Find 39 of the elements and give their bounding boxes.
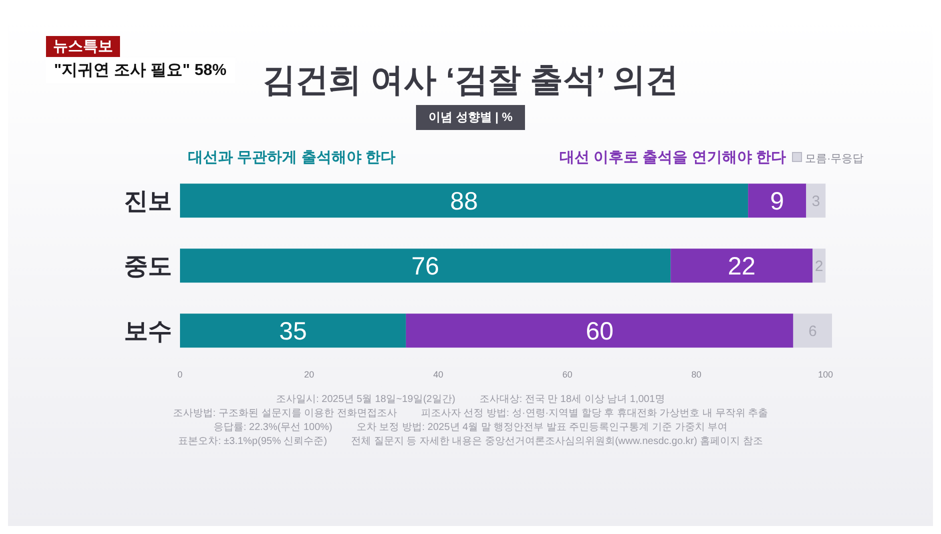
data-label: 22 xyxy=(728,252,756,280)
bar xyxy=(180,184,748,218)
text: 피조사자 선정 방법: 성·연령·지역별 할당 후 휴대전화 가상번호 내 무작위 추출 xyxy=(420,408,768,419)
legend-label: 모름·무응답 xyxy=(804,152,864,166)
series-label: 대선과 무관하게 출석해야 한다 xyxy=(188,148,396,167)
series-label: 대선 이후로 출석을 연기해야 한다 xyxy=(559,148,786,167)
x-tick-label: 20 xyxy=(304,369,314,380)
text: 조사방법: 구조화된 설문지를 이용한 전화면접조사 xyxy=(172,408,397,419)
text: 뉴스특보 xyxy=(46,36,120,57)
chart-subtitle: 이념 성향별 | % xyxy=(416,105,525,130)
text: 표본오차: ±3.1%p(95% 신뢰수준) xyxy=(178,436,328,447)
bar xyxy=(670,248,813,283)
y-tick-label: 보수 xyxy=(124,318,172,346)
text: 전체 질문지 등 자세한 내용은 중앙선거여론조사심의위원회(www.nesdc.go.kr) 홈페이지 참조 xyxy=(351,436,763,447)
y-tick-label: 중도 xyxy=(124,253,172,280)
data-label: 35 xyxy=(279,317,307,346)
x-tick-label: 100 xyxy=(818,369,834,380)
y-tick-label: 진보 xyxy=(124,188,172,216)
bar xyxy=(748,184,806,218)
chart-title: 김건희 여사 ‘검찰 출석’ 의견 xyxy=(262,61,679,98)
bar xyxy=(180,248,671,283)
data-label: 60 xyxy=(586,317,614,346)
data-label: 88 xyxy=(450,187,478,216)
x-tick-label: 0 xyxy=(177,369,183,380)
bar xyxy=(406,314,794,348)
x-tick-label: 60 xyxy=(562,369,572,380)
x-tick-label: 40 xyxy=(433,369,444,380)
data-label: 9 xyxy=(770,187,784,216)
text: 조사대상: 전국 만 18세 이상 남녀 1,001명 xyxy=(479,394,665,405)
bar xyxy=(806,184,826,218)
data-label: 76 xyxy=(411,252,440,280)
text: 오차 보정 방법: 2025년 4월 말 행정안전부 발표 주민등록인구통계 기준 가중치 부여 xyxy=(356,422,728,433)
bar xyxy=(180,314,406,348)
text: 조사일시: 2025년 5월 18일~19일(2일간) xyxy=(276,394,456,405)
bar xyxy=(793,314,832,348)
text: "지귀연 조사 필요" 58% xyxy=(46,58,235,83)
bar xyxy=(812,248,826,283)
x-tick-label: 80 xyxy=(691,369,702,380)
text: 응답률: 22.3%(무선 100%) xyxy=(213,422,332,433)
